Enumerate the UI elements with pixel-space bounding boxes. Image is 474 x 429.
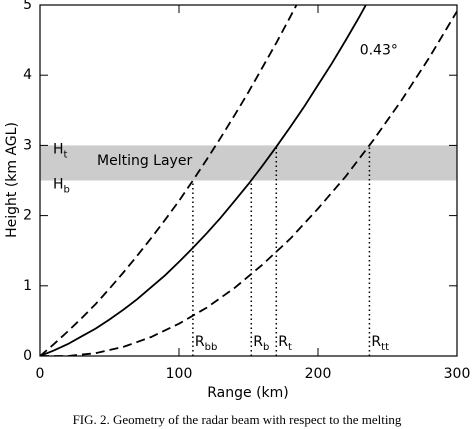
y-tick-label: 2 (23, 208, 32, 224)
range-marker-label: Rt (278, 334, 292, 353)
range-marker-label-sub: t (288, 342, 292, 353)
y-tick-label: 4 (23, 67, 32, 83)
range-marker-label-sub: tt (381, 342, 389, 353)
range-marker-label-sub: b (263, 342, 269, 353)
range-marker-label-main: R (195, 334, 205, 350)
beam-line (40, 10, 457, 356)
range-marker-label-main: R (371, 334, 381, 350)
range-marker-label: Rbb (195, 334, 217, 353)
y-tick-label: 1 (23, 278, 32, 294)
range-marker-label: Rtt (371, 334, 389, 353)
h-top-label-sub: t (64, 149, 68, 160)
x-tick-label: 300 (444, 366, 471, 382)
caption: FIG. 2. Geometry of the radar beam with … (73, 412, 402, 427)
h-top-label-main: H (53, 141, 64, 157)
plot-frame (39, 4, 458, 357)
range-marker-label-main: R (253, 334, 263, 350)
range-marker-label: Rb (253, 334, 269, 353)
h-top-label: Ht (53, 141, 68, 160)
h-bottom-label-sub: b (64, 185, 70, 196)
y-tick-label: 5 (23, 0, 32, 13)
x-tick-label: 0 (36, 366, 45, 382)
beam-line (40, 5, 298, 356)
melting-layer (40, 145, 457, 181)
h-bottom-label: Hb (53, 177, 70, 196)
beam-label: 0.43° (360, 43, 398, 59)
y-tick-label: 0 (23, 348, 32, 364)
h-bottom-label-main: H (53, 177, 64, 193)
y-axis-label: Height (km AGL) (4, 122, 20, 238)
range-marker-label-sub: bb (205, 342, 218, 353)
melting-layer-label: Melting Layer (97, 153, 192, 169)
y-tick-label: 3 (23, 137, 32, 153)
x-tick-label: 200 (305, 366, 332, 382)
x-axis-label: Range (km) (207, 385, 289, 401)
range-marker-label-main: R (278, 334, 288, 350)
beam-line (40, 5, 367, 356)
x-tick-label: 100 (166, 366, 193, 382)
